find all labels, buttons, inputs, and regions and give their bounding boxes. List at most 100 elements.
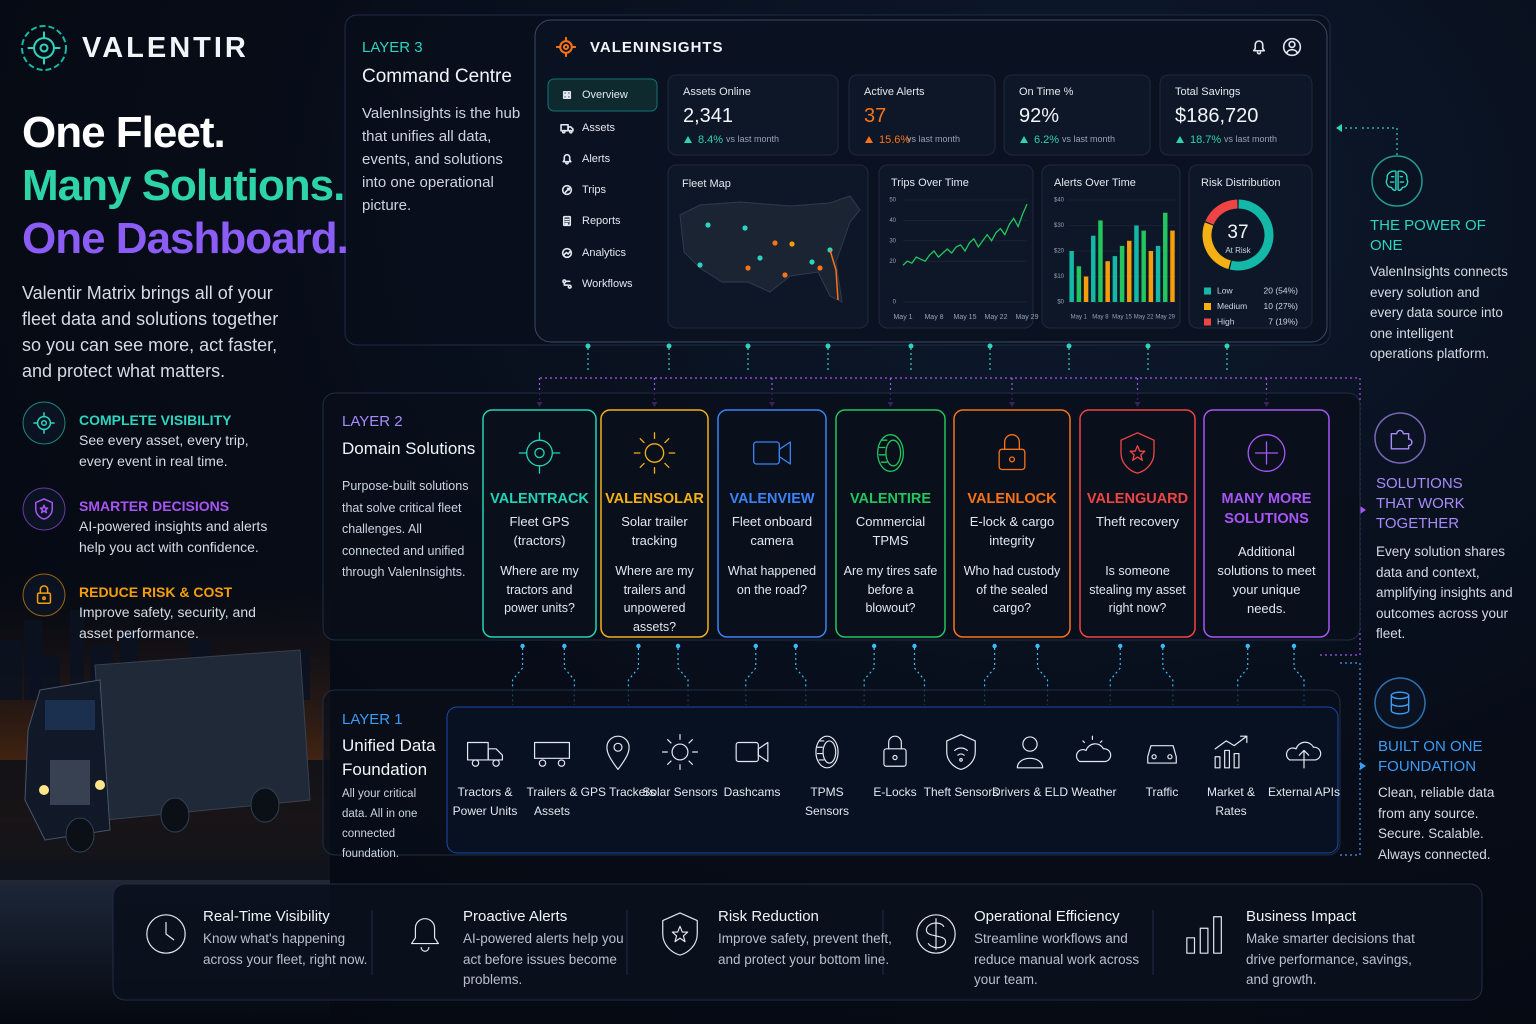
icon-part: [566, 94, 572, 100]
icon-part: [1214, 735, 1248, 750]
headline: One Fleet.: [22, 108, 226, 157]
icon: [410, 918, 440, 952]
connector: [795, 648, 807, 705]
source-label: GPS Trackers: [580, 785, 656, 799]
headline: Many Solutions.: [22, 161, 345, 210]
map-marker: [817, 265, 823, 271]
solution-card: [835, 409, 946, 638]
icon-part: [471, 759, 480, 767]
icon: [661, 733, 699, 771]
icon: [1385, 170, 1409, 192]
connector-node: [825, 343, 831, 349]
connector-node: [1066, 343, 1072, 349]
kpi-value: 2,341: [683, 105, 734, 127]
icon-part: [566, 90, 572, 96]
bar: [1163, 212, 1168, 302]
nav-item[interactable]: Analytics: [582, 247, 627, 259]
source-label: Dashcams: [723, 785, 781, 799]
connector-node: [520, 643, 525, 649]
icon: [36, 585, 52, 604]
trend-arrow: [1176, 136, 1184, 143]
x-tick-label: May 8: [1092, 315, 1109, 321]
connector-node: [987, 343, 993, 349]
donut-label: At Risk: [1225, 246, 1251, 255]
icon-part: [883, 748, 907, 767]
layer-text: Purpose-built solutions that solve criti…: [342, 479, 469, 579]
icon-part: [1147, 745, 1177, 764]
connector: [540, 377, 1361, 656]
connector-node: [666, 343, 672, 349]
icon-part: [1213, 916, 1222, 954]
connector: [1162, 648, 1174, 705]
connector-node: [871, 643, 877, 649]
connector: [677, 648, 689, 705]
benefit-text: Improve safety, prevent theft, and prote…: [718, 931, 892, 967]
trend-arrow: [684, 136, 692, 143]
connector-node: [1035, 643, 1040, 649]
kpi-note: vs last month: [1062, 134, 1116, 144]
legend-swatch: [1204, 318, 1211, 326]
solution-name: VALENTIRE: [849, 491, 932, 507]
solution-name: VALENLOCK: [967, 491, 1057, 507]
callout-icon-ring: [1374, 412, 1426, 464]
icon: [560, 123, 574, 134]
y-tick-label: 30: [889, 238, 896, 244]
profile-button[interactable]: [1282, 37, 1302, 57]
x-tick-label: May 15: [1112, 315, 1132, 321]
source-label: Traffic: [1145, 785, 1179, 799]
benefit-title: Real-Time Visibility: [203, 908, 330, 925]
y-tick-label: $30: [1054, 223, 1065, 229]
icon-part: [1199, 927, 1209, 954]
icon-part: [561, 129, 566, 134]
connector-node: [793, 643, 798, 649]
map-marker: [772, 240, 778, 246]
nav-item[interactable]: Alerts: [582, 153, 611, 165]
kpi-note: vs last month: [726, 134, 780, 144]
legend-label: Medium: [1217, 301, 1247, 311]
icon: [753, 441, 791, 465]
icon-part: [563, 280, 571, 286]
nav-item[interactable]: Reports: [582, 215, 621, 227]
icon-part: [925, 918, 947, 950]
map-marker: [757, 255, 763, 261]
icon-part: [39, 504, 49, 514]
nav-item[interactable]: Assets: [582, 122, 616, 134]
icon-part: [567, 284, 572, 289]
icon-part: [564, 187, 570, 193]
benefits-bar: [112, 883, 1483, 1001]
solution-card: [600, 409, 709, 638]
chart-title: Risk Distribution: [1201, 177, 1281, 189]
source-label: E-Locks: [873, 785, 917, 799]
solution-question: Are my tires safe before a blowout?: [843, 564, 938, 615]
icon: [561, 184, 573, 196]
nav-item[interactable]: Workflows: [582, 278, 633, 290]
notifications-button[interactable]: [1252, 40, 1266, 55]
nav-item[interactable]: Overview: [582, 89, 628, 101]
y-tick-label: 50: [889, 198, 896, 204]
benefit-title: Operational Efficiency: [974, 908, 1120, 925]
nav-item[interactable]: Trips: [582, 184, 607, 196]
kpi-card: [848, 74, 996, 156]
icon-part: [563, 250, 572, 256]
layer-title: Domain Solutions: [342, 439, 476, 458]
icon: [518, 432, 561, 474]
connector-node: [1224, 343, 1230, 349]
solution-name: VALENSOLAR: [605, 491, 704, 507]
icon-part: [1247, 434, 1286, 472]
callout-text: Clean, reliable data from any source. Se…: [1378, 785, 1495, 862]
y-tick-label: $10: [1054, 274, 1065, 280]
icon: [883, 735, 907, 767]
bar: [1127, 240, 1132, 302]
bar: [1134, 225, 1139, 302]
legend-swatch: [1204, 287, 1211, 295]
layer-text: All your critical data. All in one conne…: [342, 788, 418, 860]
x-tick-label: May 1: [1071, 315, 1088, 321]
connector: [984, 648, 996, 705]
legend-label: Low: [1217, 285, 1233, 295]
icon-part: [1167, 754, 1173, 760]
bar: [1083, 276, 1089, 302]
icon-part: [562, 94, 568, 100]
x-tick-label: May 15: [954, 314, 977, 321]
building: [70, 610, 84, 700]
source-label: External APIs: [1267, 785, 1341, 799]
